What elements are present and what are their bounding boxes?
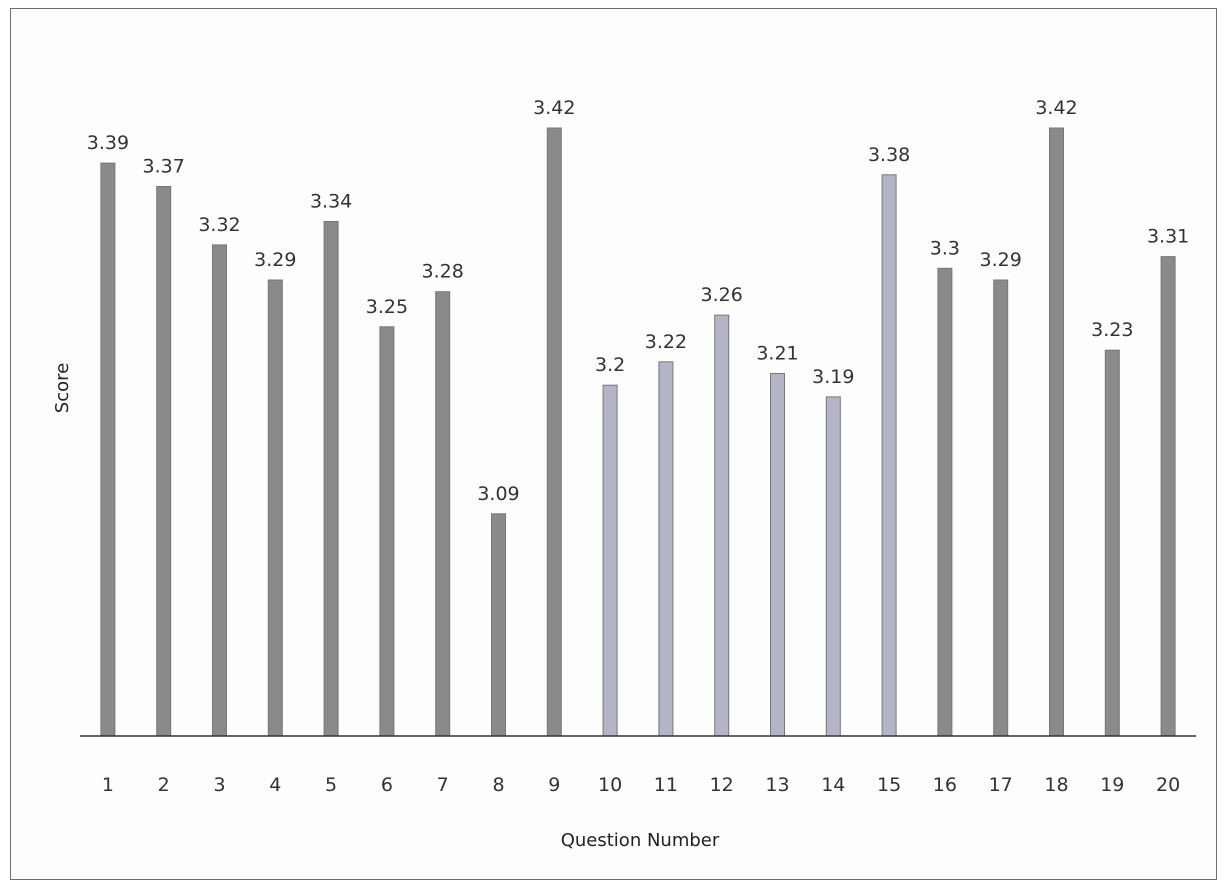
bar-question-5 xyxy=(323,221,339,737)
x-tick-label-8: 8 xyxy=(492,774,504,796)
value-label-question-10: 3.2 xyxy=(595,354,625,376)
bar-question-20 xyxy=(1160,256,1176,737)
value-label-question-18: 3.42 xyxy=(1035,97,1077,119)
bar-question-4 xyxy=(267,279,283,737)
bar-question-2 xyxy=(156,186,172,737)
bar-question-7 xyxy=(435,291,451,737)
bar-question-14 xyxy=(825,396,841,737)
x-tick-label-19: 19 xyxy=(1100,774,1124,796)
x-tick-label-6: 6 xyxy=(381,774,393,796)
x-tick-label-7: 7 xyxy=(437,774,449,796)
value-label-question-8: 3.09 xyxy=(477,483,519,505)
value-label-question-4: 3.29 xyxy=(254,249,296,271)
bar-question-8 xyxy=(491,513,506,737)
bar-question-1 xyxy=(100,162,116,737)
bar-question-6 xyxy=(379,326,395,737)
bar-question-3 xyxy=(212,244,227,737)
value-labels-group: 3.393.373.323.293.343.253.283.093.423.23… xyxy=(87,97,1190,505)
x-tick-label-18: 18 xyxy=(1044,774,1068,796)
value-label-question-3: 3.32 xyxy=(198,214,240,236)
bar-question-9 xyxy=(546,127,562,737)
x-tick-label-3: 3 xyxy=(213,774,225,796)
bar-question-18 xyxy=(1049,127,1064,737)
value-label-question-7: 3.28 xyxy=(422,261,464,283)
bars-group xyxy=(100,127,1176,737)
bar-question-15 xyxy=(881,174,897,737)
x-tick-label-9: 9 xyxy=(548,774,560,796)
x-tick-label-16: 16 xyxy=(933,774,957,796)
x-tick-label-20: 20 xyxy=(1156,774,1180,796)
x-tick-label-5: 5 xyxy=(325,774,337,796)
value-label-question-11: 3.22 xyxy=(645,331,687,353)
x-tick-labels-group: 1 2 3 4 5 6 7 8 9 10 11 12 13 14 15 16 17 18 19 20 xyxy=(102,774,1180,796)
value-label-question-2: 3.37 xyxy=(143,156,185,178)
value-label-question-17: 3.29 xyxy=(980,249,1022,271)
x-tick-label-17: 17 xyxy=(989,774,1013,796)
x-axis-title: Question Number xyxy=(561,830,720,851)
value-label-question-14: 3.19 xyxy=(812,366,854,388)
bar-question-19 xyxy=(1104,349,1120,737)
x-tick-label-14: 14 xyxy=(821,774,845,796)
y-axis-title: Score xyxy=(52,363,73,413)
value-label-question-1: 3.39 xyxy=(87,132,129,154)
x-tick-label-4: 4 xyxy=(269,774,281,796)
bar-question-16 xyxy=(937,267,953,737)
bar-question-10 xyxy=(602,384,618,737)
value-label-question-16: 3.3 xyxy=(930,237,960,259)
x-tick-label-15: 15 xyxy=(877,774,901,796)
value-label-question-6: 3.25 xyxy=(366,296,408,318)
bar-question-17 xyxy=(993,279,1009,737)
bar-question-11 xyxy=(658,361,674,737)
x-tick-label-12: 12 xyxy=(710,774,734,796)
x-tick-label-11: 11 xyxy=(654,774,678,796)
x-tick-label-1: 1 xyxy=(102,774,114,796)
value-label-question-15: 3.38 xyxy=(868,144,910,166)
value-label-question-9: 3.42 xyxy=(533,97,575,119)
x-tick-label-2: 2 xyxy=(158,774,170,796)
value-label-question-12: 3.26 xyxy=(701,284,743,306)
value-label-question-13: 3.21 xyxy=(756,343,798,365)
bar-question-13 xyxy=(770,373,785,737)
bar-question-12 xyxy=(714,314,730,737)
value-label-question-20: 3.31 xyxy=(1147,226,1189,248)
value-label-question-5: 3.34 xyxy=(310,191,352,213)
value-label-question-19: 3.23 xyxy=(1091,319,1133,341)
x-tick-label-13: 13 xyxy=(765,774,789,796)
x-tick-label-10: 10 xyxy=(598,774,622,796)
